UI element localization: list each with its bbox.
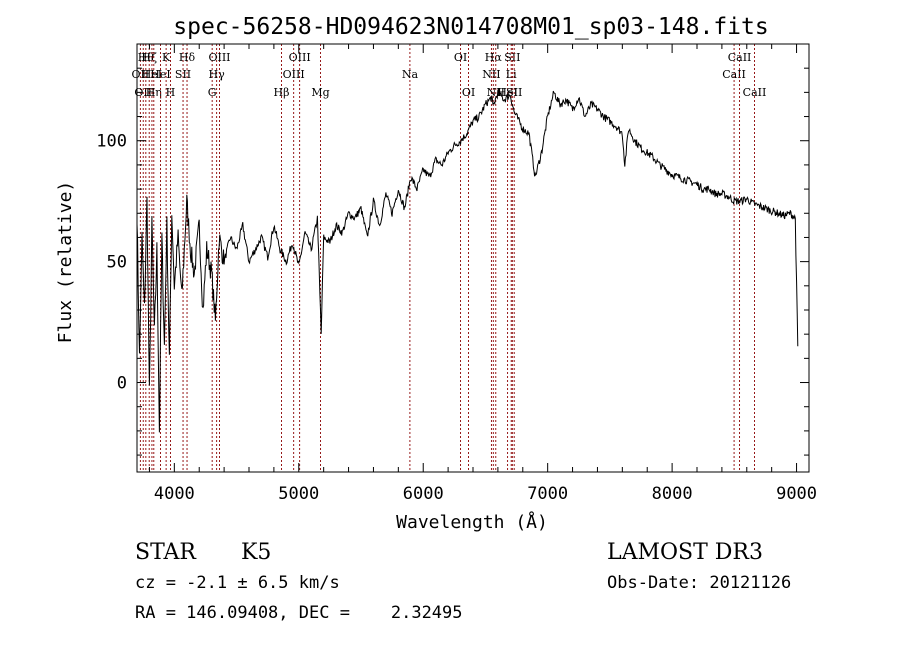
redshift-value: cz = -2.1 ± 6.5 km/s xyxy=(135,573,340,593)
y-tick-label: 50 xyxy=(107,253,127,273)
spectral-line-label: OI xyxy=(462,86,475,99)
spectral-line-label: Na xyxy=(402,68,419,81)
spectral-line-label: Hα xyxy=(485,51,503,64)
x-tick-label: 8000 xyxy=(652,484,693,504)
x-tick-label: 9000 xyxy=(776,484,817,504)
spectral-line-label: G xyxy=(208,86,217,99)
observation-date: Obs-Date: 20121126 xyxy=(607,573,792,593)
spectral-line-label: OII xyxy=(134,86,152,99)
spectral-line-label: Li xyxy=(506,68,517,81)
x-axis-ticks: 4000 5000 6000 7000 8000 9000 xyxy=(148,44,817,504)
spectral-line-label: CaII xyxy=(728,51,752,64)
spectral-line-markers: OIIOIIHθHζHeIHηHeIKHSIIHδGHγOIIIHβOIIIOI… xyxy=(132,44,767,472)
spectral-line-label: Hζ xyxy=(141,51,157,64)
spectral-line-label: Hθ xyxy=(138,51,155,64)
spectral-line-label: OII xyxy=(132,68,150,81)
spectral-line-label: SII xyxy=(175,68,191,81)
chart-title: spec-56258-HD094623N014708M01_sp03-148.f… xyxy=(173,14,768,40)
y-axis-label: Flux (relative) xyxy=(55,181,76,344)
object-class: STAR xyxy=(135,540,196,565)
spectral-subclass: K5 xyxy=(241,540,272,565)
spectral-line-label: Hη xyxy=(146,86,162,99)
spectral-line-label: Hδ xyxy=(179,51,196,64)
x-tick-label: 4000 xyxy=(154,484,195,504)
spectral-line-label: OIII xyxy=(289,51,311,64)
x-tick-label: 6000 xyxy=(403,484,444,504)
spectral-line-label: SII xyxy=(504,51,520,64)
spectral-line-label: Hβ xyxy=(274,86,290,99)
y-tick-label: 0 xyxy=(117,374,127,394)
y-axis-ticks: 0 50 100 xyxy=(96,43,809,456)
survey-name: LAMOST DR3 xyxy=(607,540,763,565)
spectral-line-label: Mg xyxy=(311,86,329,99)
spectral-line-label: HeI xyxy=(150,68,170,81)
spectral-line-label: NII xyxy=(482,68,500,81)
spectral-line-label: Hγ xyxy=(209,68,226,81)
y-tick-label: 100 xyxy=(96,132,127,152)
spectral-line-label: OIII xyxy=(283,68,305,81)
spectral-line-label: K xyxy=(162,51,171,64)
spectral-line-label: HeI xyxy=(142,68,162,81)
spectral-line-label: H xyxy=(166,86,176,99)
spectral-line-label: OIII xyxy=(208,51,230,64)
coordinates: RA = 146.09408, DEC = 2.32495 xyxy=(135,603,463,623)
spectral-line-label: CaII xyxy=(722,68,746,81)
plot-frame xyxy=(136,43,810,473)
spectral-line-label: OI xyxy=(454,51,467,64)
spectral-line-label: CaII xyxy=(743,86,767,99)
spectrum-series-line xyxy=(136,89,799,433)
x-tick-label: 7000 xyxy=(527,484,568,504)
x-axis-label: Wavelength (Å) xyxy=(396,511,548,533)
x-tick-label: 5000 xyxy=(278,484,319,504)
